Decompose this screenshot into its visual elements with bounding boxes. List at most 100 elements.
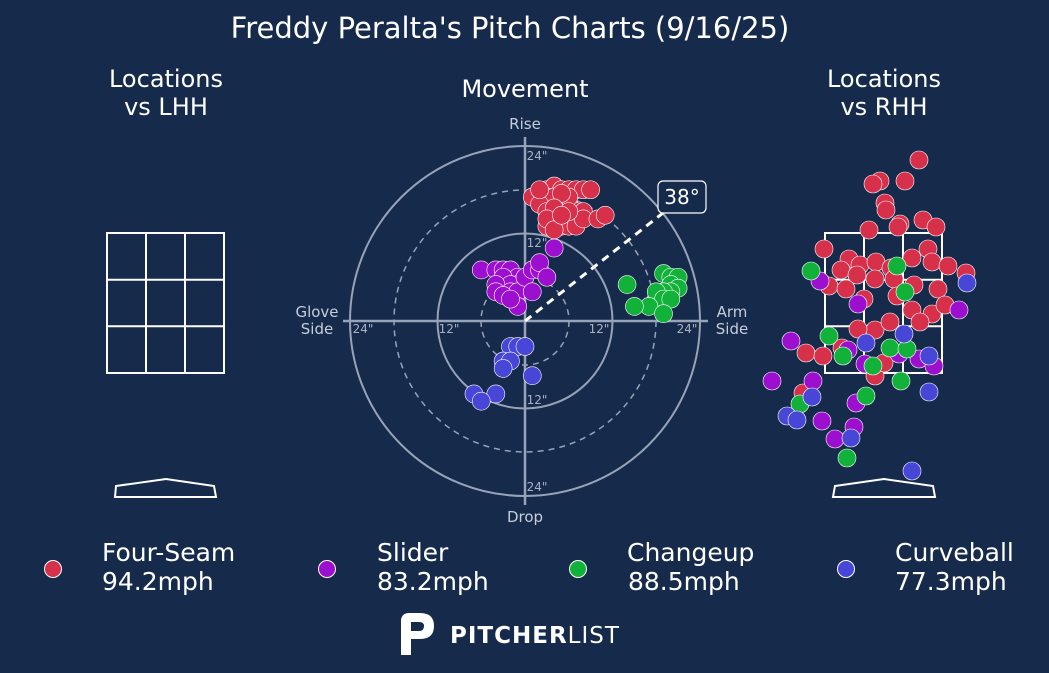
rhh-location-four-seam-0 <box>909 150 929 170</box>
movement-point-curveball-9 <box>471 391 491 411</box>
movement-point-changeup-14 <box>625 297 644 316</box>
rhh-location-slider-12 <box>812 411 832 431</box>
rhh-location-slider-1 <box>848 294 868 314</box>
legend-name: Changeup <box>627 538 755 567</box>
lhh-home-plate <box>113 477 218 498</box>
chart-title: Freddy Peralta's Pitch Charts (9/16/25) <box>231 11 790 45</box>
legend-name: Curveball <box>895 538 1014 567</box>
arm-angle-line <box>524 211 664 323</box>
legend-dot-curveball <box>837 560 855 578</box>
pitcherlist-p-icon <box>401 613 434 655</box>
rhh-location-curveball-0 <box>957 273 977 293</box>
rhh-location-four-seam-11 <box>814 239 834 259</box>
legend-speed: 77.3mph <box>895 567 1007 596</box>
logo-text-bold: PITCHER <box>450 623 568 649</box>
lhh-panel-title: Locations <box>109 65 223 93</box>
movement-point-curveball-6 <box>522 366 542 385</box>
rhh-location-four-seam-23 <box>865 269 885 289</box>
movement-point-changeup-13 <box>654 304 673 324</box>
rhh-location-four-seam-39 <box>813 346 833 366</box>
rhh-location-four-seam-9 <box>859 220 879 240</box>
movement-point-slider-22 <box>501 289 520 309</box>
rhh-location-four-seam-21 <box>831 260 851 280</box>
rhh-location-changeup-2 <box>895 282 915 302</box>
rhh-location-slider-10 <box>762 371 782 391</box>
lhh-strike-zone <box>106 232 225 374</box>
rhh-location-changeup-9 <box>856 386 876 406</box>
rhh-location-curveball-8 <box>841 428 861 448</box>
rhh-location-changeup-8 <box>891 371 911 391</box>
ring-label-top-24: 24" <box>527 149 548 163</box>
rhh-location-four-seam-35 <box>880 312 900 332</box>
arm-angle-box <box>657 180 707 214</box>
rhh-home-plate <box>831 477 937 498</box>
rhh-location-four-seam-22 <box>847 265 867 285</box>
movement-axis-labels: Rise Drop Glove Side Arm Side <box>295 115 748 526</box>
ring-label-left-24: 24" <box>353 322 374 336</box>
pitch-legend: Four-Seam 94.2mph Slider 83.2mph Changeu… <box>0 538 1049 602</box>
movement-point-four-seam-25 <box>595 205 615 225</box>
movement-point-four-seam-33 <box>552 205 571 225</box>
rhh-location-four-seam-8 <box>926 217 946 237</box>
rhh-location-changeup-1 <box>887 256 907 276</box>
rhh-location-slider-9 <box>803 371 823 391</box>
rhh-location-four-seam-28 <box>836 279 856 299</box>
movement-point-slider-18 <box>544 238 564 258</box>
movement-point-changeup-0 <box>617 275 637 294</box>
rhh-location-changeup-4 <box>833 346 853 366</box>
rhh-location-four-seam-16 <box>902 248 922 268</box>
movement-panel-title: Movement <box>461 75 588 103</box>
legend-name: Slider <box>377 538 449 567</box>
rise-label: Rise <box>509 115 541 133</box>
legend-speed: 83.2mph <box>377 567 489 596</box>
lhh-panel-subtitle: vs LHH <box>124 93 208 121</box>
rhh-location-curveball-1 <box>856 333 876 353</box>
rhh-panel-title: Locations <box>827 65 941 93</box>
ring-labels: 24" 12" 12" 24" 12" 24" 12" 24" <box>353 149 698 494</box>
rhh-location-curveball-2 <box>894 324 914 344</box>
rhh-location-four-seam-3 <box>863 174 883 194</box>
movement-point-four-seam-28 <box>530 180 549 200</box>
rhh-location-points <box>762 150 977 481</box>
pitcherlist-wordmark: PITCHERLIST <box>450 623 620 649</box>
rhh-location-curveball-5 <box>919 382 939 402</box>
legend-name: Four-Seam <box>102 538 236 567</box>
rhh-location-four-seam-19 <box>938 256 958 276</box>
rhh-location-curveball-9 <box>902 461 922 481</box>
rhh-location-curveball-4 <box>802 387 822 407</box>
rhh-location-four-seam-36 <box>910 312 930 332</box>
rhh-location-changeup-7 <box>863 356 883 376</box>
rhh-location-slider-14 <box>825 429 845 449</box>
rhh-location-changeup-3 <box>819 326 839 346</box>
rhh-location-changeup-5 <box>880 338 900 358</box>
pitcherlist-logo: PITCHERLIST <box>398 612 638 658</box>
legend-dot-four-seam <box>44 560 62 578</box>
logo-text-light: LIST <box>567 623 620 649</box>
arm-side-label-2: Side <box>716 320 748 338</box>
arm-side-label: Arm <box>717 303 748 321</box>
movement-point-four-seam-7 <box>581 180 600 200</box>
rhh-location-four-seam-18 <box>922 252 942 272</box>
rhh-location-curveball-3 <box>919 346 939 366</box>
ring-label-bottom-12: 12" <box>527 393 548 407</box>
movement-point-slider-20 <box>522 282 542 302</box>
glove-side-label-2: Side <box>301 320 333 338</box>
ring-label-top-12: 12" <box>527 236 548 250</box>
rhh-location-changeup-11 <box>837 448 857 468</box>
movement-points <box>464 176 688 411</box>
ring-label-right-12: 12" <box>589 322 610 336</box>
rhh-location-changeup-0 <box>801 261 821 281</box>
ring-label-bottom-24: 24" <box>527 480 548 494</box>
rhh-location-four-seam-10 <box>888 217 908 237</box>
legend-speed: 94.2mph <box>102 567 214 596</box>
rhh-location-four-seam-26 <box>928 279 948 299</box>
rhh-location-four-seam-5 <box>876 200 896 220</box>
glove-side-label: Glove <box>295 303 338 321</box>
ring-label-right-24: 24" <box>677 322 698 336</box>
rhh-location-curveball-7 <box>787 410 807 430</box>
rhh-panel-subtitle: vs RHH <box>840 93 927 121</box>
ring-label-left-12: 12" <box>439 322 460 336</box>
rhh-location-four-seam-2 <box>895 171 915 191</box>
movement-point-curveball-5 <box>493 359 513 378</box>
